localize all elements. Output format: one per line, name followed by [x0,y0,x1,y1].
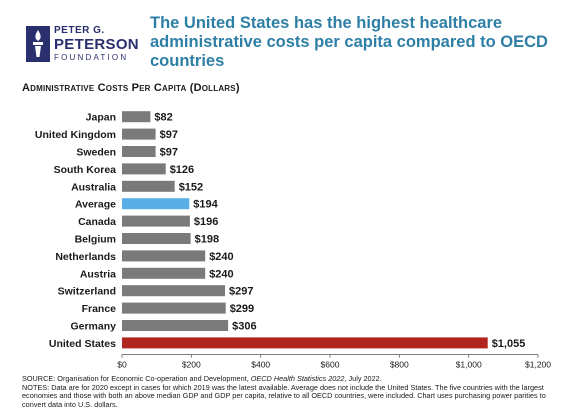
bar-1 [122,128,156,140]
bar-4 [122,180,175,192]
bar-chart: Japan $82 United Kingdom $97 Sweden $97 South … [35,111,551,370]
value-label-1: $97 [160,129,178,141]
x-tick-label-1: $200 [182,360,201,370]
chart-headline: The United States has the highest health… [150,14,548,70]
value-label-5: $194 [193,199,218,211]
bar-7 [122,233,191,244]
category-label-6: Canada [78,216,116,228]
x-tick-label-6: $1,200 [525,360,551,370]
source-publication: OECD Health Statistics 2022 [250,374,345,383]
x-tick-label-0: $0 [117,360,127,370]
notes-text: NOTES: Data are for 2020 except in cases… [22,382,546,409]
category-label-4: Australia [71,181,116,193]
logo-line-2: PETERSON [54,36,139,53]
value-label-4: $152 [179,181,203,193]
category-label-0: Japan [86,112,116,124]
bar-0 [122,111,151,123]
bar-3 [122,163,166,175]
value-label-2: $97 [160,147,178,159]
source-prefix: SOURCE: Organisation for Economic Co-ope… [22,374,251,383]
chart-title: Administrative Costs Per Capita (Dollars… [22,82,240,94]
value-label-12: $306 [232,321,256,333]
value-label-3: $126 [170,164,194,176]
source-notes: SOURCE: Organisation for Economic Co-ope… [22,374,552,409]
bar-11 [122,302,226,314]
source-suffix: , July 2022. [344,374,382,383]
x-tick-label-3: $600 [321,360,340,370]
value-label-6: $196 [194,216,218,228]
value-label-13: $1,055 [492,338,526,350]
value-label-11: $299 [230,303,254,315]
category-label-5: Average [75,199,116,211]
peterson-logo: PETER G. PETERSON FOUNDATION [26,22,146,68]
value-label-10: $297 [229,286,253,298]
category-label-1: United Kingdom [35,129,116,141]
torch-icon [26,26,50,62]
logo-line-3: FOUNDATION [54,53,129,62]
x-tick-label-2: $400 [251,360,270,370]
value-label-9: $240 [209,268,233,280]
bar-10 [122,285,225,297]
category-label-10: Switzerland [58,286,116,298]
bar-6 [122,215,190,227]
category-label-8: Netherlands [55,251,116,263]
category-label-9: Austria [80,268,116,280]
category-label-11: France [82,303,117,315]
x-tick-label-4: $800 [390,360,409,370]
value-label-8: $240 [209,251,233,263]
bar-5 [122,198,190,210]
source-line: SOURCE: Organisation for Economic Co-ope… [22,374,552,384]
bar-12 [122,320,229,331]
category-label-12: Germany [70,321,116,333]
category-label-13: United States [49,338,116,350]
value-label-0: $82 [154,112,172,124]
bar-2 [122,146,156,157]
category-label-3: South Korea [54,164,117,176]
category-label-2: Sweden [76,147,116,159]
bar-9 [122,267,206,279]
logo-line-1: PETER G. [54,25,105,36]
x-tick-label-5: $1,000 [456,360,482,370]
category-label-7: Belgium [75,234,116,246]
bar-8 [122,250,206,262]
value-label-7: $198 [195,234,219,246]
bar-13 [122,337,488,349]
